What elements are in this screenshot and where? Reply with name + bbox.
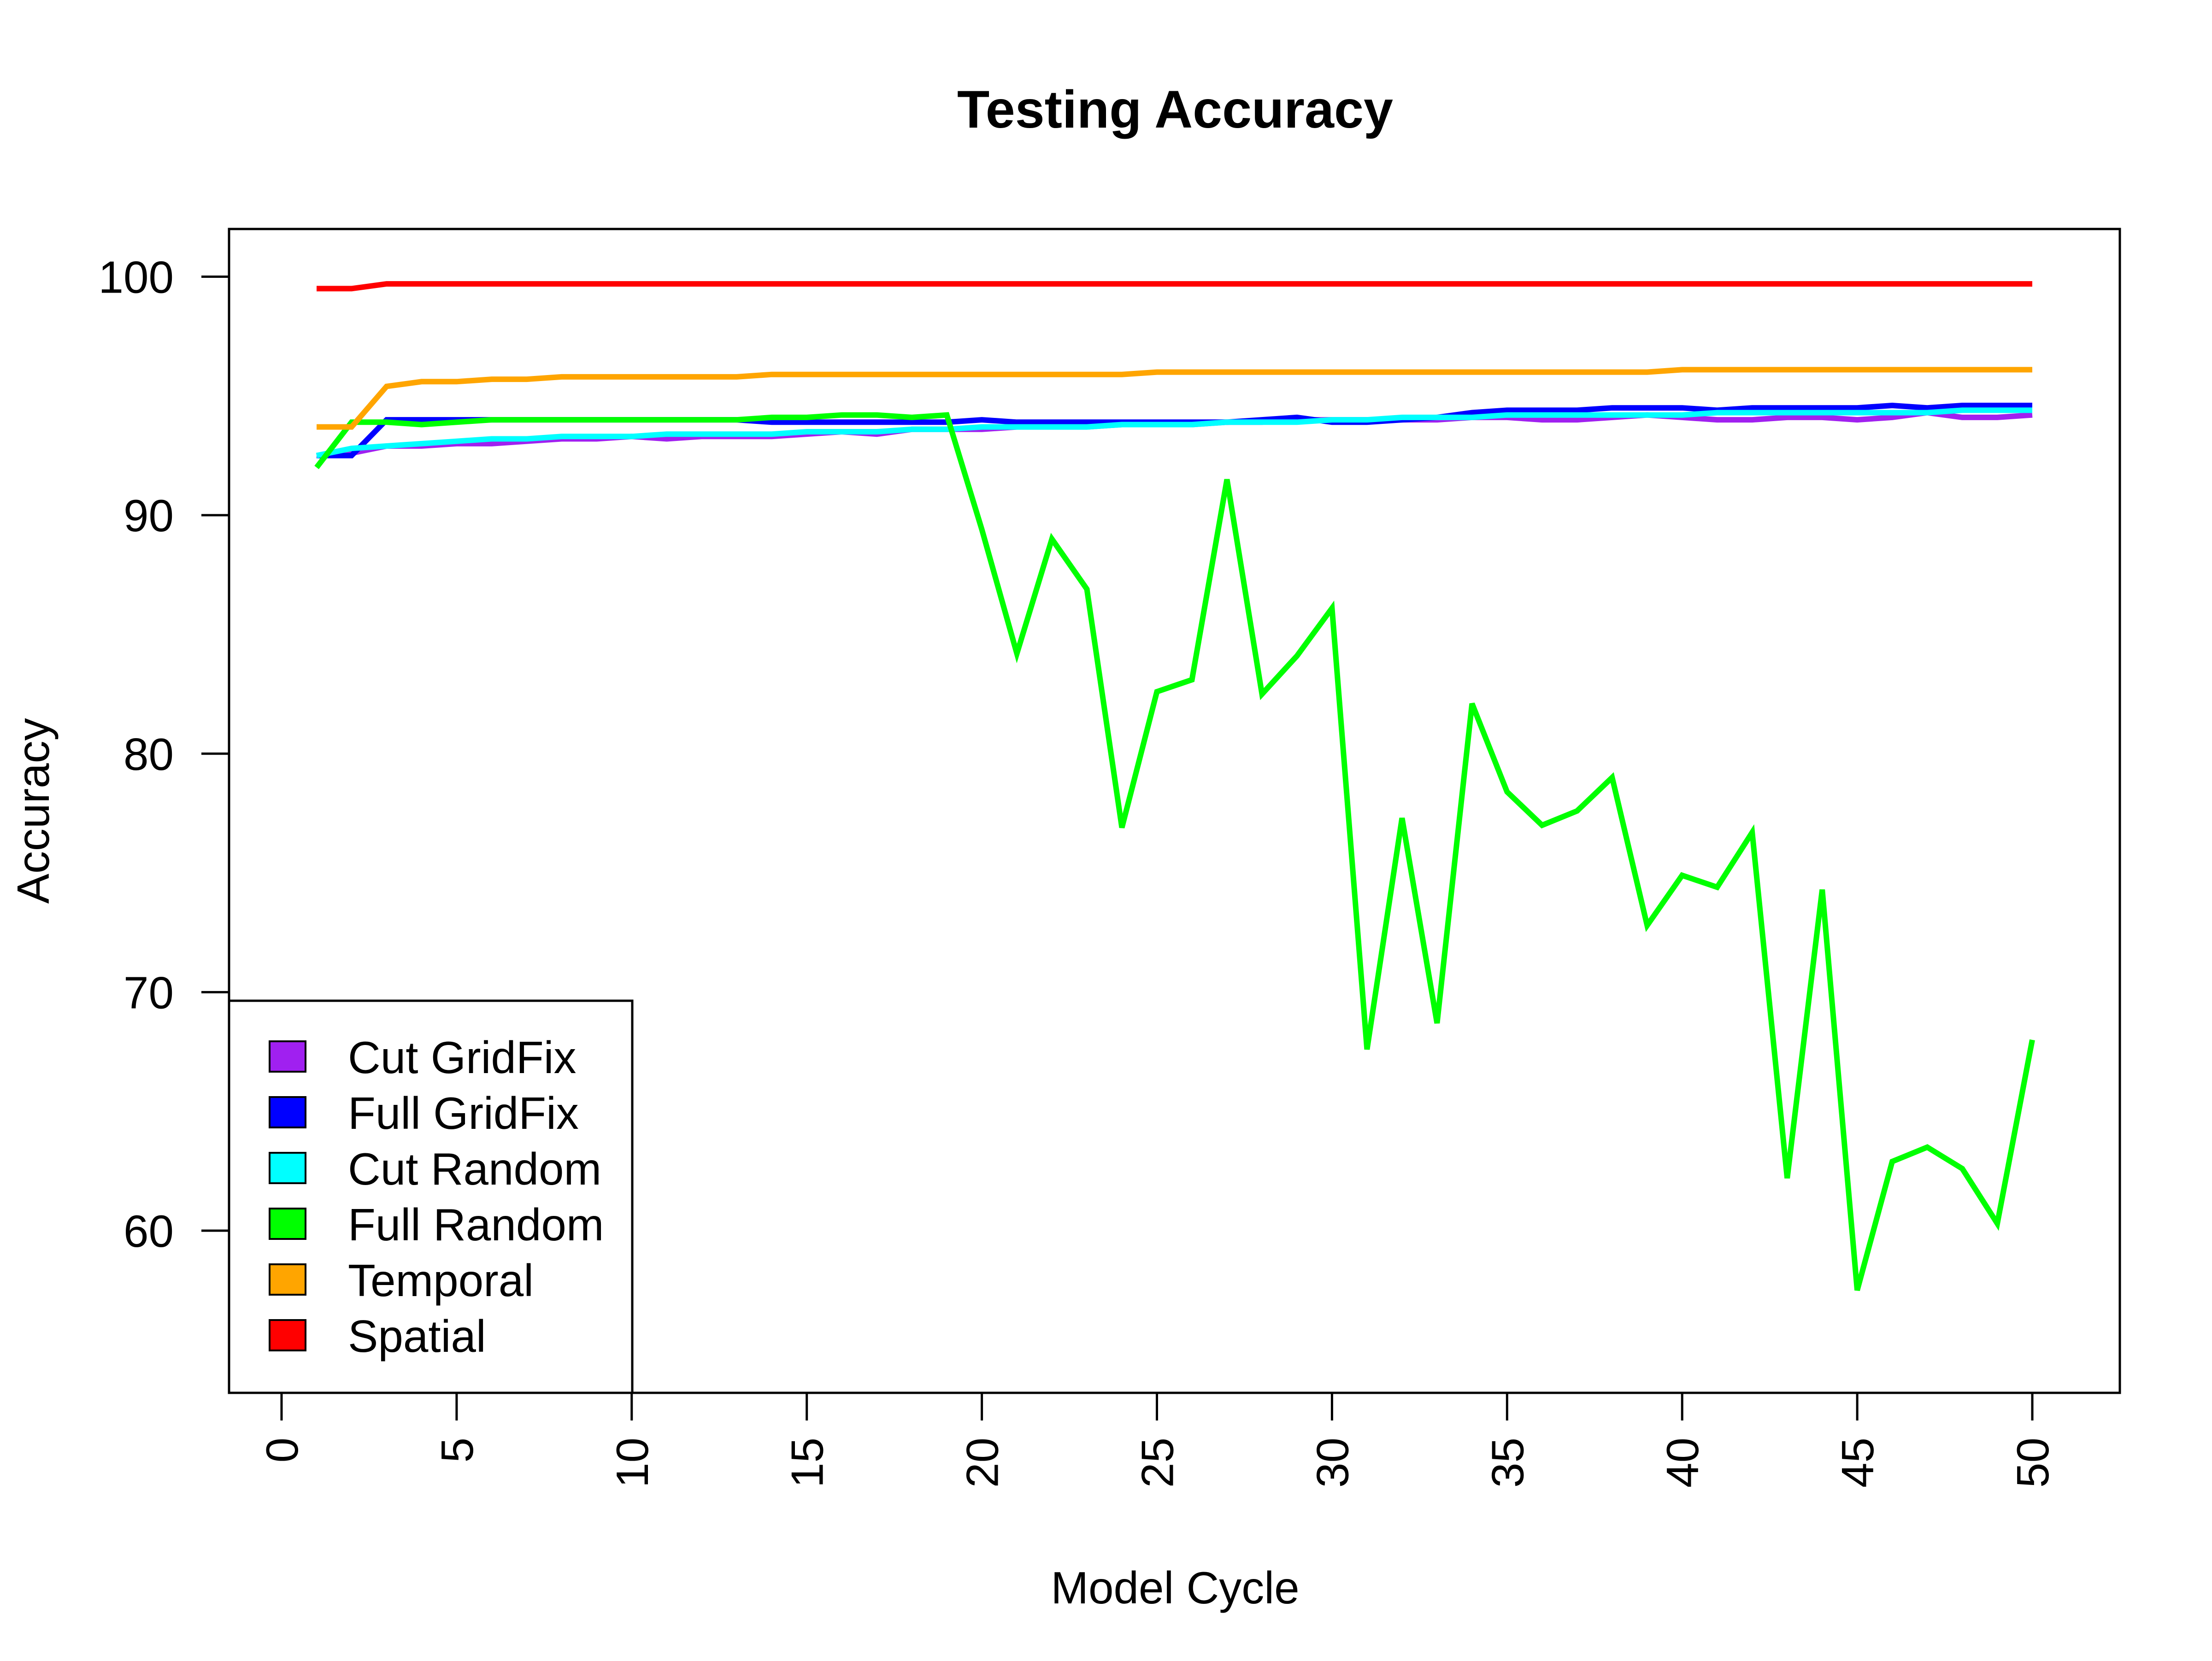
legend-swatch — [269, 1208, 306, 1240]
legend-label: Spatial — [348, 1311, 486, 1362]
legend-label: Full GridFix — [348, 1088, 579, 1139]
x-tick-label: 30 — [1307, 1438, 1358, 1488]
x-tick-label: 40 — [1657, 1438, 1708, 1488]
series-line-4 — [317, 367, 2032, 430]
legend-swatch — [269, 1152, 306, 1184]
legend-label: Cut GridFix — [348, 1032, 577, 1083]
y-tick-label: 100 — [98, 252, 174, 303]
x-tick-label: 10 — [607, 1438, 658, 1488]
x-tick-label: 5 — [432, 1438, 482, 1463]
legend-label: Cut Random — [348, 1144, 601, 1194]
y-axis-label: Accuracy — [8, 718, 59, 904]
y-tick-label: 90 — [124, 490, 174, 541]
y-tick-label: 80 — [124, 729, 174, 780]
y-tick-label: 60 — [124, 1206, 174, 1256]
x-tick-label: 20 — [957, 1438, 1008, 1488]
x-axis: 0 5 10 15 20 25 30 35 40 45 50 — [257, 1391, 2058, 1488]
series-line-5 — [317, 281, 2032, 292]
x-tick-label: 45 — [1832, 1438, 1883, 1488]
x-tick-label: 50 — [2007, 1438, 2058, 1488]
legend-swatch — [269, 1319, 306, 1351]
x-tick-label: 25 — [1132, 1438, 1183, 1488]
series-layer — [314, 281, 2035, 1291]
chart-title: Testing Accuracy — [957, 80, 1393, 139]
legend-label: Temporal — [348, 1255, 534, 1306]
series-line-3 — [314, 412, 2035, 1291]
series-line-2 — [316, 407, 2032, 458]
x-tick-label: 35 — [1482, 1438, 1533, 1488]
y-tick-label: 70 — [124, 967, 174, 1018]
legend-swatch — [269, 1263, 306, 1296]
x-tick-label: 0 — [257, 1438, 307, 1463]
legend-swatch — [269, 1040, 306, 1073]
legend-label: Full Random — [348, 1199, 604, 1250]
x-tick-label: 15 — [782, 1438, 833, 1488]
y-axis: 60 70 80 90 100 — [98, 252, 230, 1256]
legend-swatch — [269, 1096, 306, 1128]
x-axis-label: Model Cycle — [1051, 1562, 1299, 1613]
